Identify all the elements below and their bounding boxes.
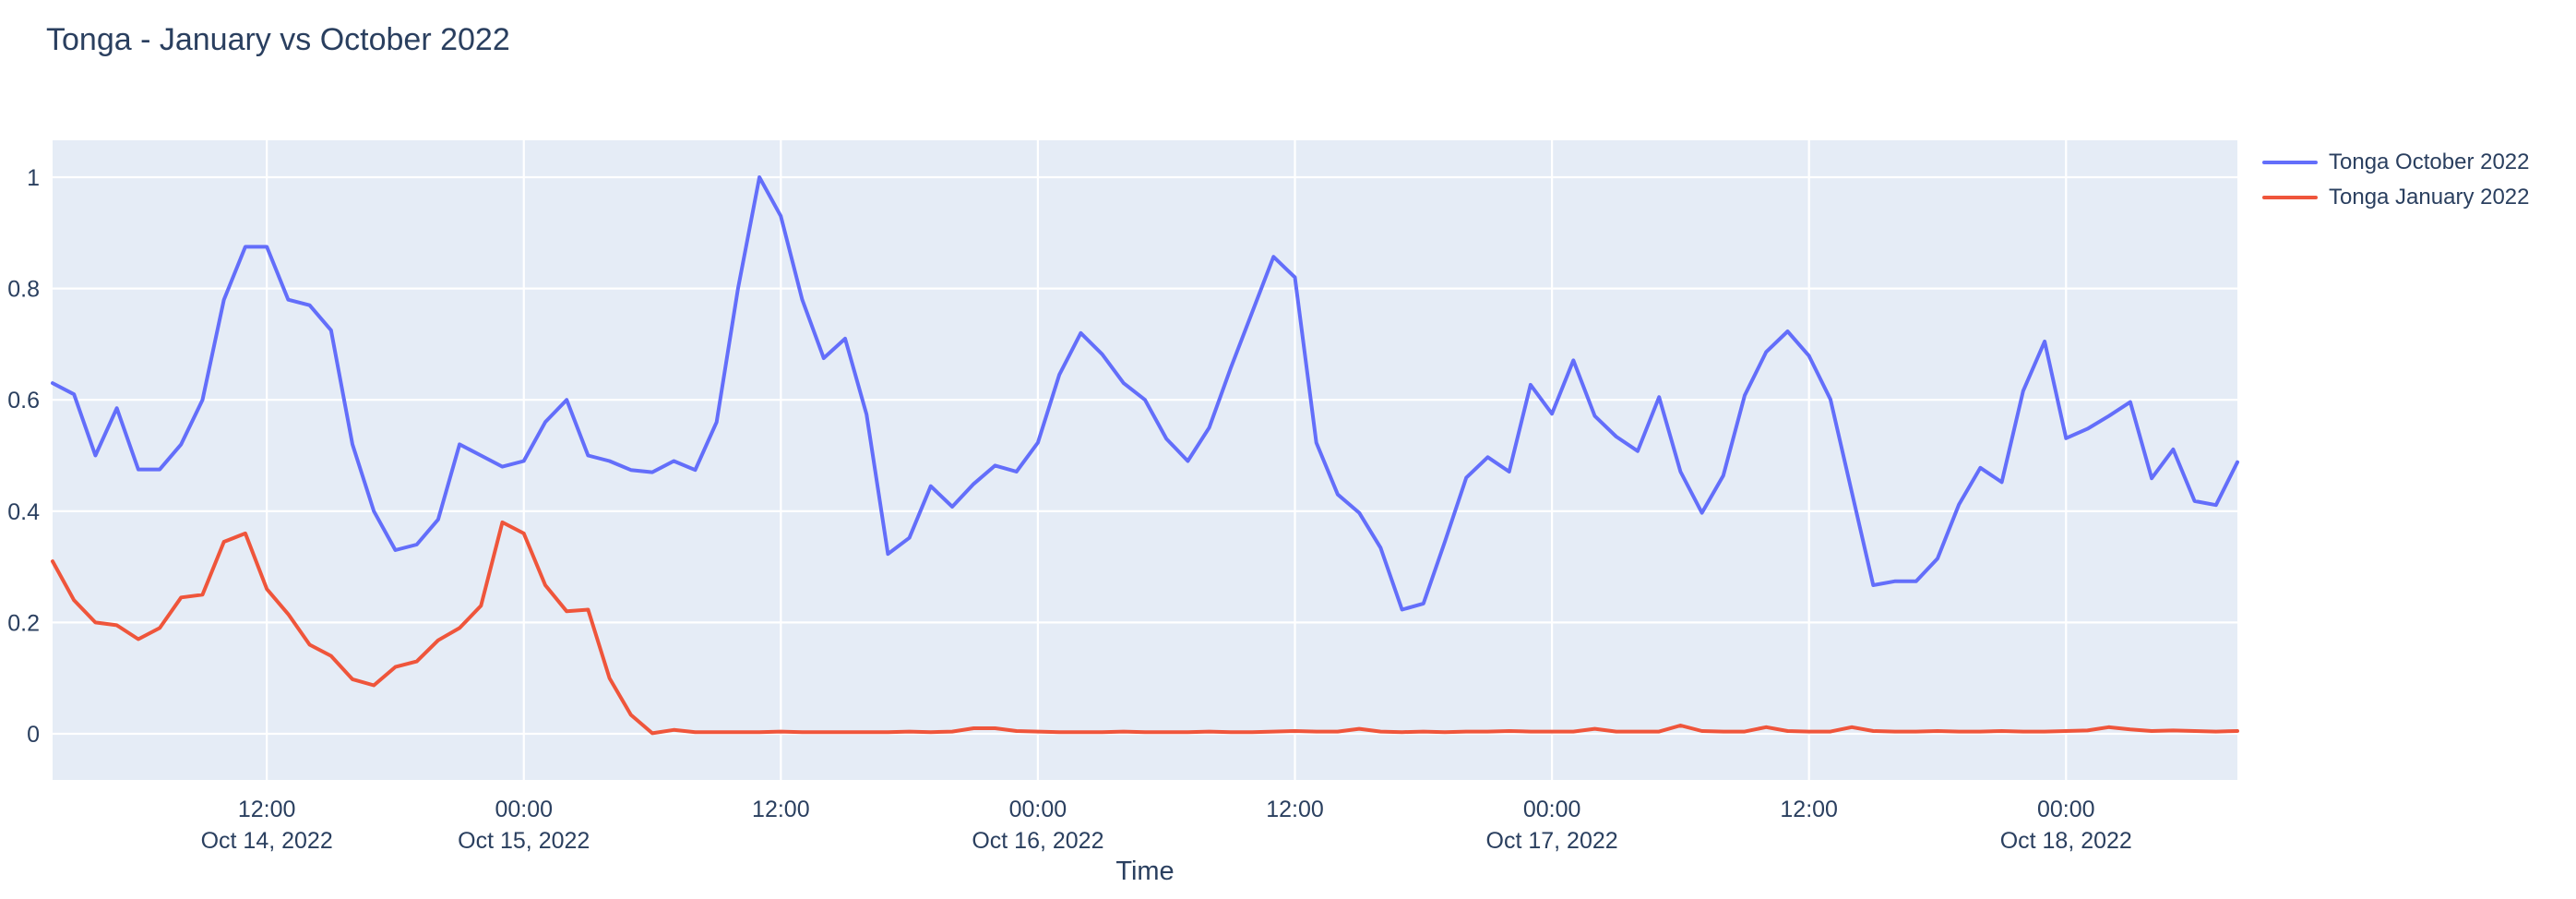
legend-item-tonga-october-2022[interactable]: Tonga October 2022	[2262, 151, 2530, 174]
legend-line-swatch-october	[2262, 161, 2318, 164]
x-axis-title: Time	[1115, 857, 1175, 886]
y-tick-label: 0.4	[7, 499, 40, 525]
chart-title: Tonga - January vs October 2022	[46, 22, 510, 57]
x-tick-label-time: 12:00	[1266, 797, 1324, 822]
x-tick-label-time: 00:00	[1009, 797, 1067, 822]
x-tick-label-time: 12:00	[238, 797, 296, 822]
x-tick-label-time: 12:00	[1780, 797, 1838, 822]
x-tick-label-date: Oct 16, 2022	[972, 828, 1103, 854]
x-tick-label-time: 12:00	[752, 797, 810, 822]
series-line-tonga-january-2022[interactable]	[51, 520, 2239, 736]
y-tick-label: 1	[27, 165, 40, 191]
y-tick-label: 0.8	[7, 277, 40, 303]
legend-item-tonga-january-2022[interactable]: Tonga January 2022	[2262, 186, 2530, 209]
x-tick-label-date: Oct 14, 2022	[201, 828, 333, 854]
legend-label: Tonga January 2022	[2329, 185, 2530, 210]
y-tick-label: 0.2	[7, 610, 40, 636]
legend-line-swatch-january	[2262, 196, 2318, 199]
y-tick-label: 0	[27, 722, 40, 748]
x-tick-label-date: Oct 15, 2022	[458, 828, 590, 854]
x-tick-label-date: Oct 18, 2022	[2000, 828, 2132, 854]
x-tick-label-time: 00:00	[2037, 797, 2095, 822]
x-tick-label-time: 00:00	[1523, 797, 1581, 822]
legend-label: Tonga October 2022	[2329, 150, 2530, 174]
x-tick-label-date: Oct 17, 2022	[1486, 828, 1618, 854]
series-line-tonga-october-2022[interactable]	[51, 175, 2239, 612]
legend: Tonga October 2022 Tonga January 2022	[2262, 151, 2530, 209]
y-tick-label: 0.6	[7, 388, 40, 414]
x-tick-label-time: 00:00	[495, 797, 553, 822]
plot-background	[53, 140, 2237, 780]
